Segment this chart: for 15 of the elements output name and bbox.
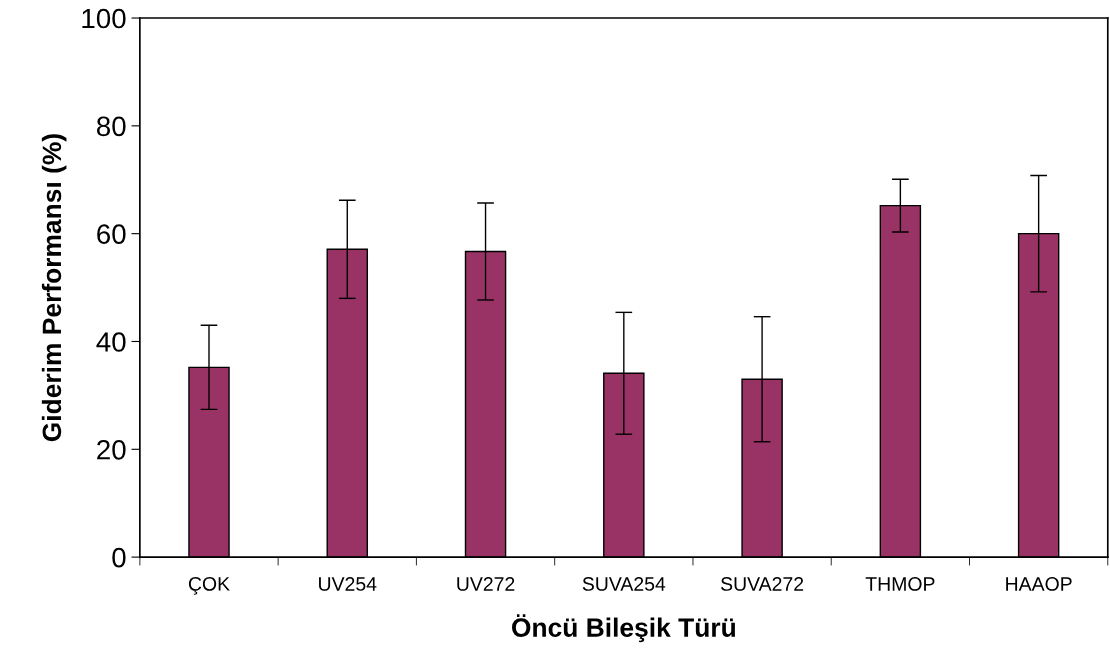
x-tick-label: ÇOK (188, 576, 230, 595)
x-tick-label: HAAOP (1006, 577, 1072, 591)
y-tick-label: 100 (82, 8, 126, 29)
y-tick-label: 0 (112, 547, 126, 568)
x-tick-label: UV254 (319, 577, 377, 591)
x-axis-title: Öncü Bileşik Türü (512, 614, 735, 643)
y-tick-label: 80 (96, 116, 126, 137)
y-axis-title: Giderim Performansı (%) (41, 134, 67, 442)
y-tick-label: 20 (97, 439, 126, 460)
x-tick-label: UV272 (457, 577, 515, 591)
y-tick-label: 40 (96, 332, 126, 352)
x-tick-label: SUVA272 (721, 577, 804, 591)
x-tick-label: THMOP (865, 577, 935, 591)
y-tick-label: 60 (97, 224, 126, 244)
x-tick-label: SUVA254 (582, 577, 666, 591)
